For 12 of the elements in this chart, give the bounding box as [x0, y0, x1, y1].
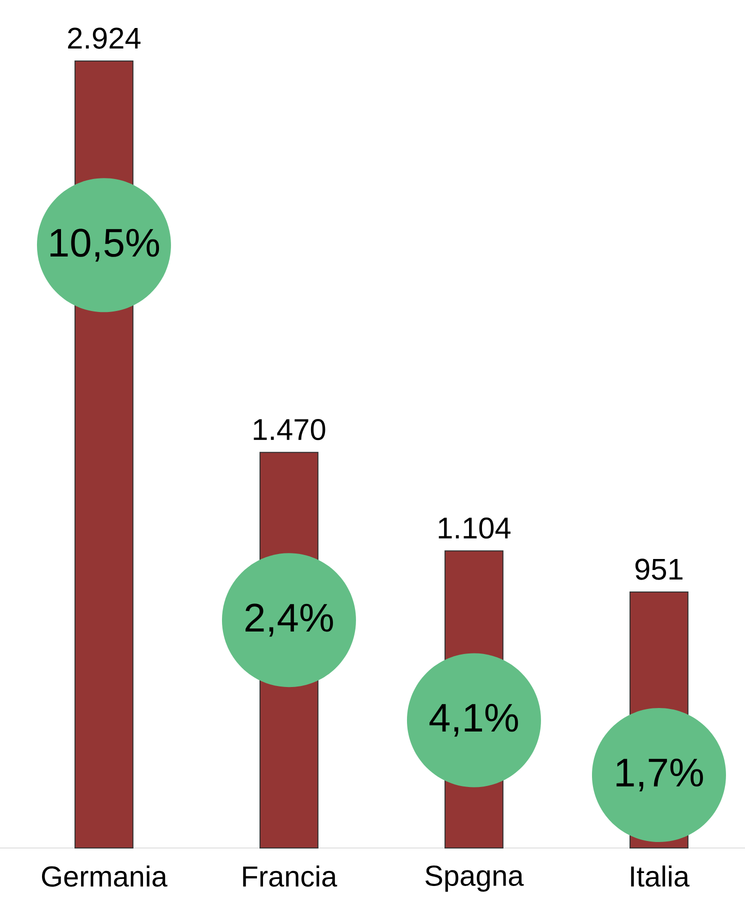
data-label: 951: [635, 558, 682, 580]
x-tick-label: Spagna: [425, 866, 524, 892]
data-label: 1.470: [254, 418, 326, 440]
annotation: 4,1%: [429, 704, 518, 737]
x-tick-label: Italia: [631, 866, 690, 887]
annotation: 2,4%: [246, 604, 333, 637]
x-tick-label: Francia: [243, 866, 338, 887]
annotation: 1,7%: [616, 758, 703, 792]
data-label: 1.104: [438, 517, 510, 539]
x-tick-label: Germania: [42, 866, 168, 887]
annotation: 10,5%: [50, 228, 160, 262]
data-label: 2.924: [68, 28, 140, 49]
